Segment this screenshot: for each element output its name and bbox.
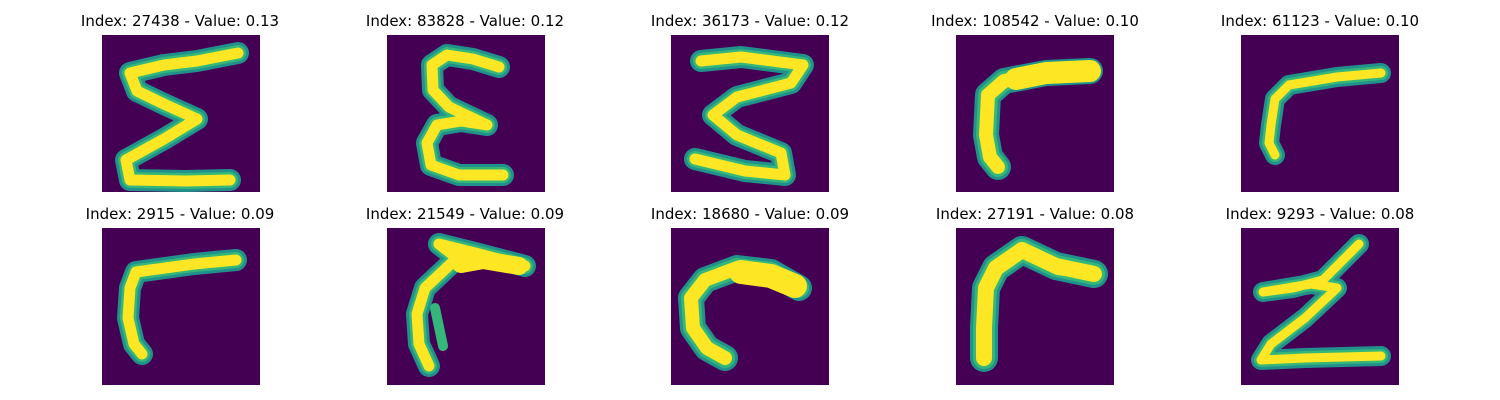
digit-image xyxy=(102,35,260,192)
digit-image xyxy=(102,228,260,385)
panel-title: Index: 61123 - Value: 0.10 xyxy=(1220,12,1420,30)
panel-title: Index: 18680 - Value: 0.09 xyxy=(650,205,850,223)
digit-image xyxy=(671,228,829,385)
panel-title: Index: 2915 - Value: 0.09 xyxy=(85,205,275,223)
panel-title: Index: 9293 - Value: 0.08 xyxy=(1225,205,1415,223)
panel-title: Index: 21549 - Value: 0.09 xyxy=(365,205,565,223)
panel-title: Index: 27438 - Value: 0.13 xyxy=(80,12,280,30)
digit-image xyxy=(1241,35,1399,192)
digit-image xyxy=(671,35,829,192)
digit-image xyxy=(387,228,545,385)
panel-title: Index: 83828 - Value: 0.12 xyxy=(365,12,565,30)
panel-title: Index: 27191 - Value: 0.08 xyxy=(935,205,1135,223)
digit-image xyxy=(956,228,1114,385)
panel-title: Index: 108542 - Value: 0.10 xyxy=(931,12,1139,30)
digit-image xyxy=(387,35,545,192)
panel-title: Index: 36173 - Value: 0.12 xyxy=(650,12,850,30)
digit-image xyxy=(1241,228,1399,385)
digit-image xyxy=(956,35,1114,192)
